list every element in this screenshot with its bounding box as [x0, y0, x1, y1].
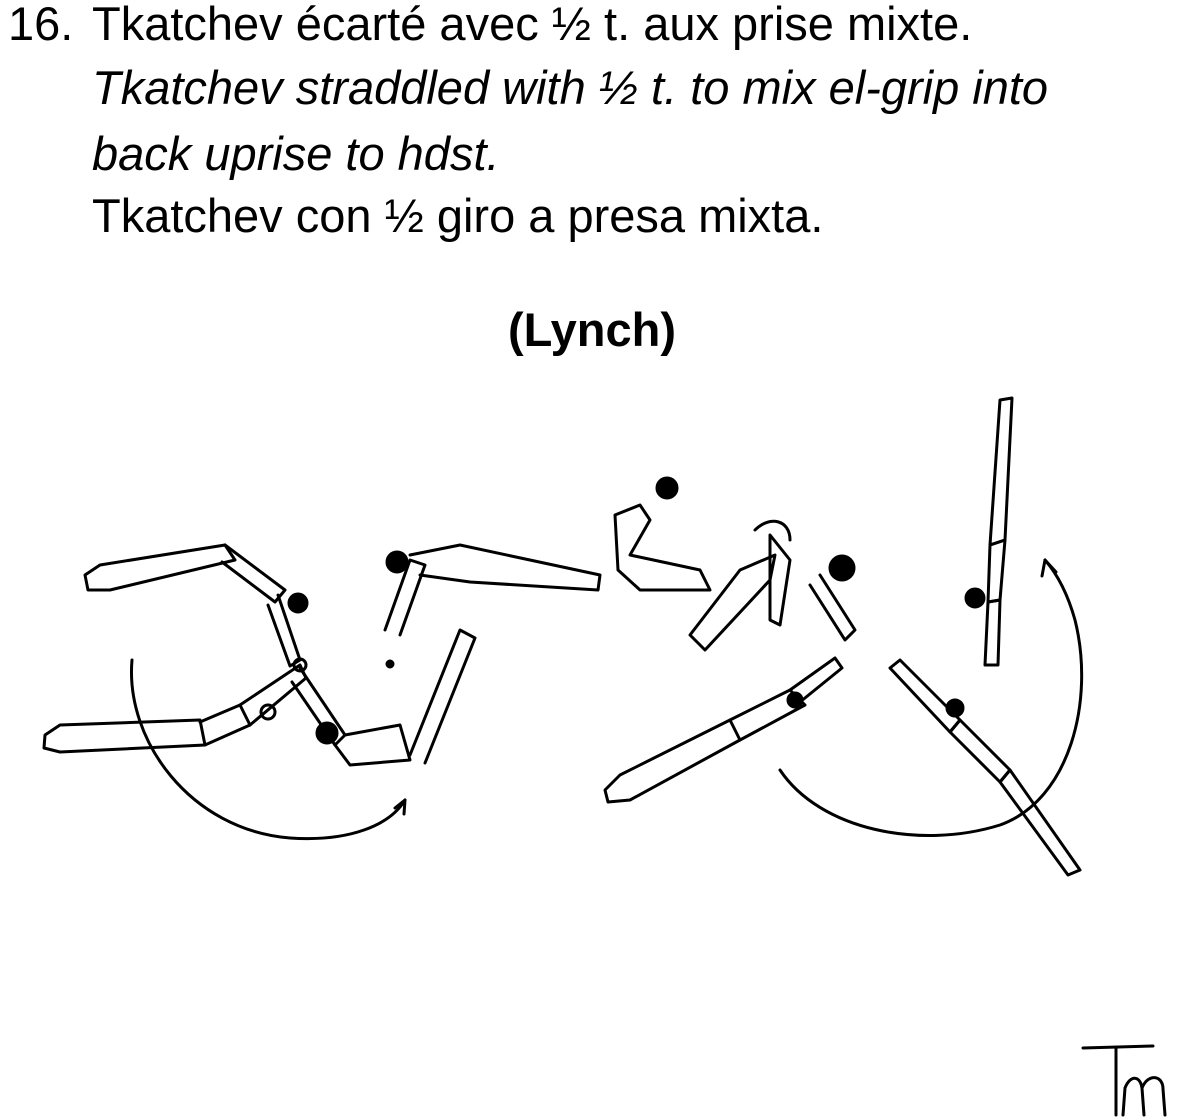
author-signature [1081, 1044, 1167, 1117]
gymnast-figure-3 [290, 628, 477, 767]
gymnast-figure-2 [42, 657, 308, 754]
gymnast-figure-8 [964, 396, 1014, 667]
element-number: 16. [8, 0, 74, 50]
french-description: Tkatchev écarté avec ½ t. aux prise mixt… [92, 0, 973, 50]
gymnast-figure-1 [83, 543, 309, 668]
gymnast-figure-6 [688, 519, 857, 652]
rotation-arc-right [778, 558, 1084, 838]
gymnast-figure-5 [613, 476, 712, 592]
gymnast-figure-4 [383, 543, 602, 669]
english-description-line-2: back uprise to hdst. [92, 127, 500, 180]
gymnast-figure-9 [888, 658, 1082, 877]
arrow-head-right [1040, 558, 1058, 578]
english-description-line-1: Tkatchev straddled with ½ t. to mix el-g… [92, 61, 1049, 114]
arrow-head-left [393, 798, 407, 816]
element-name: (Lynch) [508, 303, 676, 356]
italian-description: Tkatchev con ½ giro a presa mixta. [92, 189, 824, 242]
gymnast-figure-7 [603, 656, 844, 804]
skill-sequence-illustration [42, 396, 1084, 877]
